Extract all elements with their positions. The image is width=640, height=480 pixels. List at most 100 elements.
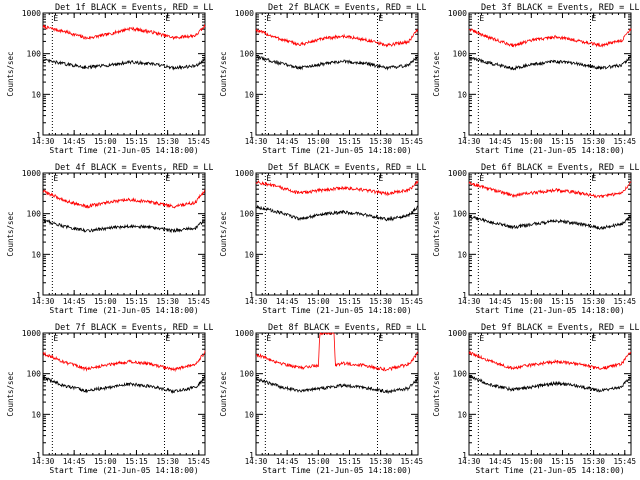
series-lld-line [468, 350, 632, 371]
y-tick-label: 1 [36, 451, 41, 460]
y-axis-label: Counts/sec [6, 371, 15, 416]
x-tick-label: 15:00 [520, 137, 543, 146]
panel-det-3f: Det 3f BLACK = Events, RED = LLD 1 10 100 10… [432, 3, 639, 155]
x-tick-label: 14:30 [245, 137, 268, 146]
plot-frame [468, 12, 632, 136]
e-marker-label: E [166, 174, 171, 183]
series-lld-line [255, 180, 419, 197]
y-tick-label: 100 [27, 370, 42, 379]
plot-frame [255, 12, 419, 136]
x-axis-label: Start Time (21-Jun-05 14:18:00) [262, 466, 411, 475]
x-tick-label: 14:30 [245, 297, 268, 306]
y-tick-label: 10 [31, 410, 41, 419]
x-tick-label: 15:15 [338, 137, 361, 146]
x-tick-label: 15:30 [369, 297, 392, 306]
e-marker-label: E [266, 14, 271, 23]
x-tick-label: 14:30 [458, 297, 481, 306]
series-lld-line [468, 181, 632, 199]
x-tick-label: 15:30 [369, 137, 392, 146]
y-tick-label: 1 [462, 451, 467, 460]
x-tick-label: 15:45 [187, 297, 210, 306]
e-marker-label: E [53, 14, 58, 23]
panel-det-5f: Det 5f BLACK = Events, RED = LLD 1 10 100 10… [219, 163, 426, 315]
y-tick-label: 100 [240, 210, 255, 219]
plot-frame [255, 332, 419, 456]
series-events-line [42, 218, 206, 234]
series-events-line [468, 374, 632, 393]
y-tick-label: 100 [453, 210, 468, 219]
x-tick-label: 14:45 [63, 457, 86, 466]
x-tick-label: 14:45 [276, 137, 299, 146]
chart-title: Det 6f BLACK = Events, RED = LLD [481, 163, 639, 173]
x-tick-label: 15:30 [582, 137, 605, 146]
y-tick-label: 1 [36, 291, 41, 300]
x-tick-label: 15:15 [338, 297, 361, 306]
e-marker-label: E [379, 174, 384, 183]
chart-title: Det 7f BLACK = Events, RED = LLD [55, 323, 213, 333]
x-tick-label: 15:00 [307, 137, 330, 146]
y-axis-label: Counts/sec [432, 51, 441, 96]
chart-title: Det 1f BLACK = Events, RED = LLD [55, 3, 213, 13]
y-tick-label: 10 [457, 90, 467, 99]
x-tick-label: 14:45 [489, 297, 512, 306]
e-marker-label: E [479, 334, 484, 343]
x-tick-label: 15:45 [613, 297, 636, 306]
x-axis-label: Start Time (21-Jun-05 14:18:00) [49, 146, 198, 155]
x-tick-label: 14:45 [63, 137, 86, 146]
series-lld-line [255, 332, 419, 372]
y-tick-label: 1000 [448, 169, 467, 178]
x-tick-label: 15:15 [125, 137, 148, 146]
panel-det-7f: Det 7f BLACK = Events, RED = LLD 1 10 100 10… [6, 323, 213, 475]
y-axis-label: Counts/sec [6, 211, 15, 256]
e-marker-label: E [479, 14, 484, 23]
y-tick-label: 10 [457, 410, 467, 419]
y-tick-label: 10 [31, 250, 41, 259]
y-tick-label: 1000 [22, 169, 41, 178]
x-tick-label: 14:30 [32, 137, 55, 146]
x-tick-label: 15:00 [520, 457, 543, 466]
e-marker-label: E [166, 14, 171, 23]
chart-title: Det 8f BLACK = Events, RED = LLD [268, 323, 426, 333]
chart-title: Det 9f BLACK = Events, RED = LLD [481, 323, 639, 333]
series-events-line [255, 376, 418, 395]
y-axis-label: Counts/sec [432, 371, 441, 416]
x-axis-label: Start Time (21-Jun-05 14:18:00) [262, 306, 411, 315]
plot-frame [42, 172, 206, 296]
y-tick-label: 1000 [22, 9, 41, 18]
x-axis-label: Start Time (21-Jun-05 14:18:00) [475, 466, 624, 475]
y-tick-label: 1000 [235, 169, 254, 178]
e-marker-label: E [266, 334, 271, 343]
y-tick-label: 100 [27, 210, 42, 219]
x-tick-label: 14:45 [276, 457, 299, 466]
plot-frame [42, 332, 206, 456]
y-tick-label: 1 [462, 291, 467, 300]
x-axis-label: Start Time (21-Jun-05 14:18:00) [49, 306, 198, 315]
x-tick-label: 15:45 [400, 137, 423, 146]
e-marker-label: E [166, 334, 171, 343]
x-tick-label: 15:15 [551, 457, 574, 466]
x-tick-label: 14:45 [489, 137, 512, 146]
x-tick-label: 15:15 [551, 297, 574, 306]
x-tick-label: 14:45 [276, 297, 299, 306]
y-axis-label: Counts/sec [219, 51, 228, 96]
x-tick-label: 15:00 [94, 297, 117, 306]
y-tick-label: 1000 [22, 329, 41, 338]
x-tick-label: 15:45 [187, 457, 210, 466]
y-tick-label: 1000 [235, 9, 254, 18]
y-tick-label: 10 [31, 90, 41, 99]
x-tick-label: 15:30 [582, 297, 605, 306]
y-tick-label: 100 [240, 370, 255, 379]
e-marker-label: E [379, 14, 384, 23]
y-axis-label: Counts/sec [219, 211, 228, 256]
panel-det-8f: Det 8f BLACK = Events, RED = LLD 1 10 100 10… [219, 323, 426, 475]
y-tick-label: 10 [244, 410, 254, 419]
e-marker-label: E [479, 174, 484, 183]
y-tick-label: 1000 [448, 329, 467, 338]
x-tick-label: 15:45 [400, 457, 423, 466]
x-tick-label: 15:00 [94, 457, 117, 466]
panel-det-6f: Det 6f BLACK = Events, RED = LLD 1 10 100 10… [432, 163, 639, 315]
panel-det-2f: Det 2f BLACK = Events, RED = LLD 1 10 100 10… [219, 3, 426, 155]
y-tick-label: 10 [244, 250, 254, 259]
x-tick-label: 15:45 [613, 137, 636, 146]
